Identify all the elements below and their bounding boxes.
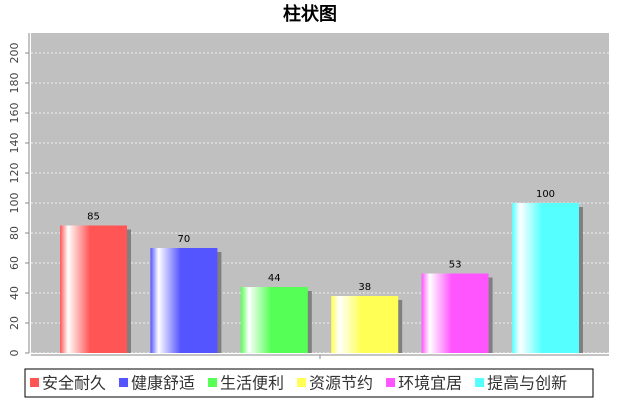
y-tick-label: 120 [8, 163, 21, 184]
bar [512, 203, 579, 353]
y-tick-label: 40 [8, 286, 21, 300]
bar [150, 248, 218, 353]
data-label: 100 [536, 189, 555, 200]
data-label: 70 [178, 234, 191, 245]
y-tick-label: 60 [8, 256, 21, 270]
y-tick-label: 160 [8, 103, 21, 124]
y-tick-label: 140 [8, 133, 21, 154]
legend-label: 生活便利 [220, 374, 284, 393]
data-label: 44 [268, 273, 281, 284]
data-label: 38 [358, 282, 371, 293]
legend-swatch [208, 378, 218, 387]
bar [331, 296, 399, 353]
data-label: 53 [449, 260, 462, 271]
legend-label: 安全耐久 [42, 374, 106, 393]
legend-label: 环境宜居 [398, 374, 462, 393]
data-label: 85 [87, 212, 100, 223]
y-tick-label: 20 [8, 316, 21, 330]
legend-label: 提高与创新 [487, 374, 567, 393]
bar [60, 225, 127, 353]
y-tick-label: 200 [8, 43, 21, 64]
y-tick-label: 0 [8, 350, 21, 357]
chart-title: 柱状图 [283, 3, 337, 25]
legend-swatch [475, 378, 485, 387]
legend-label: 资源节约 [309, 374, 373, 393]
y-tick-label: 80 [8, 226, 21, 240]
y-tick-label: 100 [8, 193, 21, 214]
legend-swatch [119, 378, 129, 387]
legend-swatch [30, 378, 39, 387]
bar [421, 273, 489, 353]
y-tick-label: 180 [8, 73, 21, 94]
bar [240, 287, 308, 353]
legend-label: 健康舒适 [131, 374, 195, 393]
legend-swatch [386, 378, 396, 387]
legend-swatch [297, 378, 307, 387]
